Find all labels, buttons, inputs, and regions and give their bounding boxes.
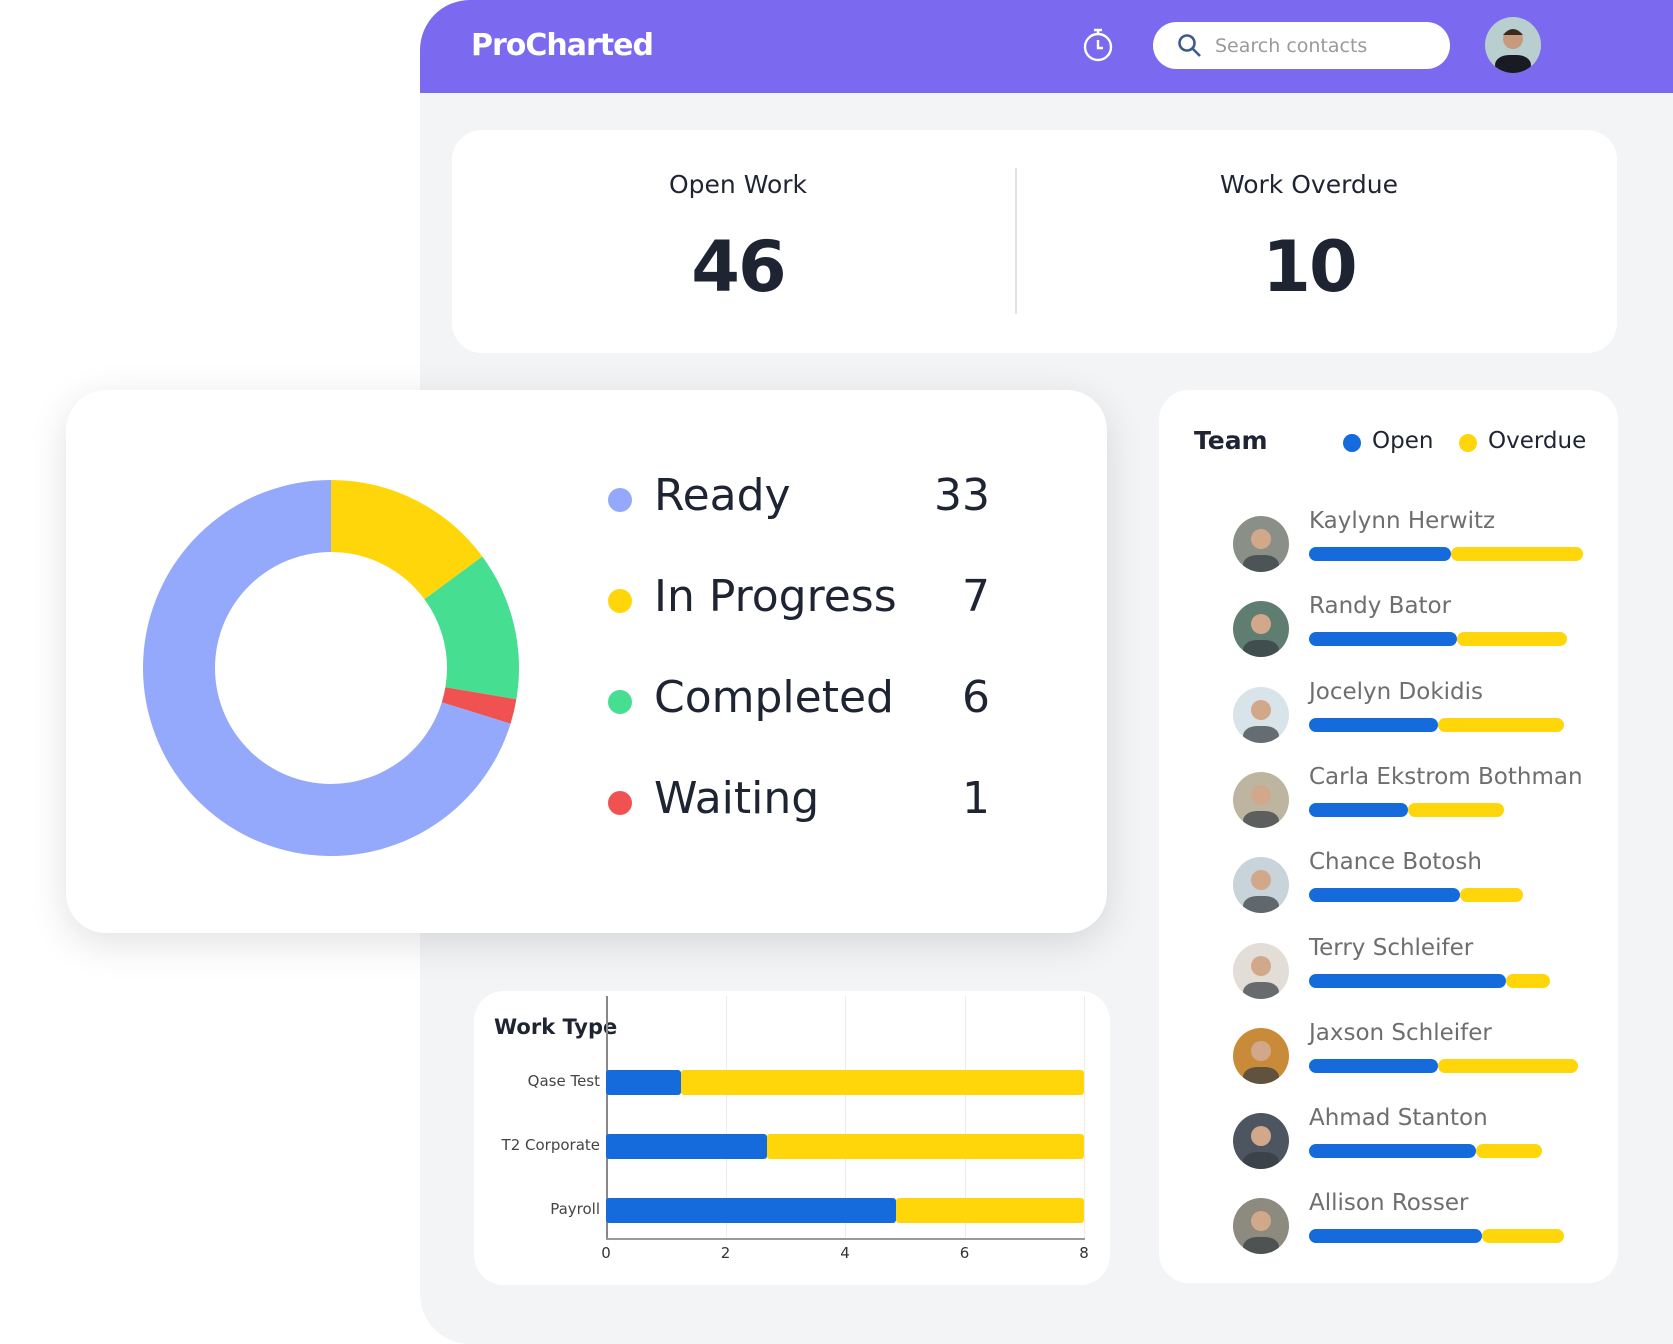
open-work-label: Open Work [668, 170, 808, 199]
member-avatar[interactable] [1233, 1113, 1289, 1170]
member-name: Terry Schleifer [1309, 934, 1474, 961]
search-icon [1178, 33, 1201, 57]
category-label: Payroll [550, 1200, 600, 1218]
donut-slice-completed[interactable] [424, 556, 519, 700]
gridline [725, 996, 727, 1238]
member-avatar[interactable] [1233, 601, 1289, 658]
stats-card: Open Work 46 Work Overdue 10 [452, 130, 1617, 353]
legend-value: 6 [962, 672, 990, 723]
member-name: Chance Botosh [1309, 849, 1482, 876]
bar-overdue[interactable] [680, 1070, 1084, 1095]
category-label: Qase Test [527, 1072, 600, 1090]
member-name: Jocelyn Dokidis [1309, 678, 1484, 705]
member-avatar[interactable] [1233, 1198, 1289, 1255]
overdue-bar [1459, 888, 1523, 903]
legend-label: In Progress [654, 571, 897, 622]
gridline [964, 996, 966, 1238]
x-tick-label: 8 [1079, 1244, 1089, 1262]
member-name: Kaylynn Herwitz [1309, 508, 1496, 534]
member-name: Carla Ekstrom Bothman [1309, 763, 1583, 790]
y-axis [606, 996, 608, 1239]
donut-slice-in-progress[interactable] [331, 480, 483, 600]
status-card: Ready 33 In Progress 7 Completed 6 Waiting 1 [66, 390, 1107, 933]
legend-value: 1 [962, 773, 990, 824]
user-avatar[interactable] [1485, 17, 1541, 73]
donut-slice-ready[interactable] [143, 480, 511, 856]
x-axis [606, 1238, 1085, 1240]
app-logo[interactable]: ProCharted [471, 28, 654, 63]
overdue-bar [1437, 717, 1564, 732]
search-input[interactable]: Search contacts [1153, 22, 1450, 69]
bar-overdue[interactable] [895, 1198, 1084, 1223]
gridline [845, 996, 846, 1238]
category-label: T2 Corporate [501, 1136, 600, 1154]
x-tick-label: 0 [601, 1244, 611, 1262]
team-card: Team Open Overdue Kaylynn Herwitz Randy B… [1159, 390, 1618, 1283]
legend-label: Completed [654, 672, 894, 723]
open-bar [1309, 973, 1507, 988]
member-name: Allison Rosser [1309, 1190, 1469, 1217]
open-bar [1309, 1144, 1477, 1159]
app-header [420, 0, 1673, 93]
member-avatar[interactable] [1233, 857, 1289, 914]
legend-dot [608, 690, 632, 714]
x-tick-label: 6 [959, 1244, 970, 1262]
open-bar [1309, 802, 1408, 817]
status-donut-chart [143, 480, 519, 856]
legend-dot [608, 488, 632, 512]
open-bar [1309, 888, 1460, 903]
bar-open[interactable] [606, 1134, 768, 1159]
open-bar [1309, 1058, 1438, 1073]
gridline [1084, 996, 1085, 1238]
open-bar [1309, 547, 1452, 561]
bar-open[interactable] [606, 1070, 681, 1095]
member-name: Randy Bator [1309, 593, 1452, 620]
legend-dot [608, 791, 632, 815]
member-avatar[interactable] [1233, 686, 1289, 743]
legend-dot [608, 589, 632, 613]
stopwatch-icon[interactable] [1079, 26, 1117, 68]
member-avatar[interactable] [1233, 1027, 1289, 1084]
work-type-card: Work Type 0 2 4 6 8 Qase Test T2 Corporate Payr… [474, 991, 1110, 1285]
open-legend-dot [1343, 434, 1361, 452]
open-bar [1309, 1229, 1482, 1244]
x-tick-label: 2 [720, 1244, 731, 1262]
open-work-value: 46 [691, 226, 786, 308]
work-overdue-label: Work Overdue [1219, 170, 1399, 199]
overdue-bar [1506, 973, 1551, 988]
member-name: Ahmad Stanton [1309, 1105, 1488, 1132]
open-legend-label: Open [1372, 428, 1434, 454]
work-overdue-value: 10 [1262, 226, 1357, 308]
x-tick-label: 4 [840, 1244, 850, 1262]
legend-value: 33 [934, 470, 990, 521]
overdue-bar [1451, 547, 1583, 561]
overdue-legend-dot [1459, 434, 1477, 452]
open-bar [1309, 717, 1438, 732]
overdue-legend-label: Overdue [1488, 428, 1587, 454]
open-bar [1309, 632, 1457, 647]
bar-open[interactable] [606, 1198, 896, 1223]
overdue-bar [1456, 632, 1567, 647]
legend-label: Ready [654, 470, 791, 521]
legend-value: 7 [962, 571, 990, 622]
member-avatar[interactable] [1233, 516, 1289, 572]
bar-overdue[interactable] [767, 1134, 1084, 1159]
overdue-bar [1481, 1229, 1564, 1244]
overdue-bar [1476, 1144, 1542, 1159]
overdue-bar [1407, 802, 1504, 817]
overdue-bar [1437, 1058, 1578, 1073]
member-name: Jaxson Schleifer [1309, 1019, 1492, 1046]
team-title: Team [1194, 426, 1268, 455]
search-placeholder: Search contacts [1215, 34, 1368, 57]
member-avatar[interactable] [1233, 942, 1289, 999]
donut-slice-waiting[interactable] [441, 687, 517, 724]
member-avatar[interactable] [1233, 771, 1289, 828]
work-type-title: Work Type [494, 1015, 618, 1039]
divider [1015, 168, 1017, 314]
legend-label: Waiting [654, 773, 820, 824]
